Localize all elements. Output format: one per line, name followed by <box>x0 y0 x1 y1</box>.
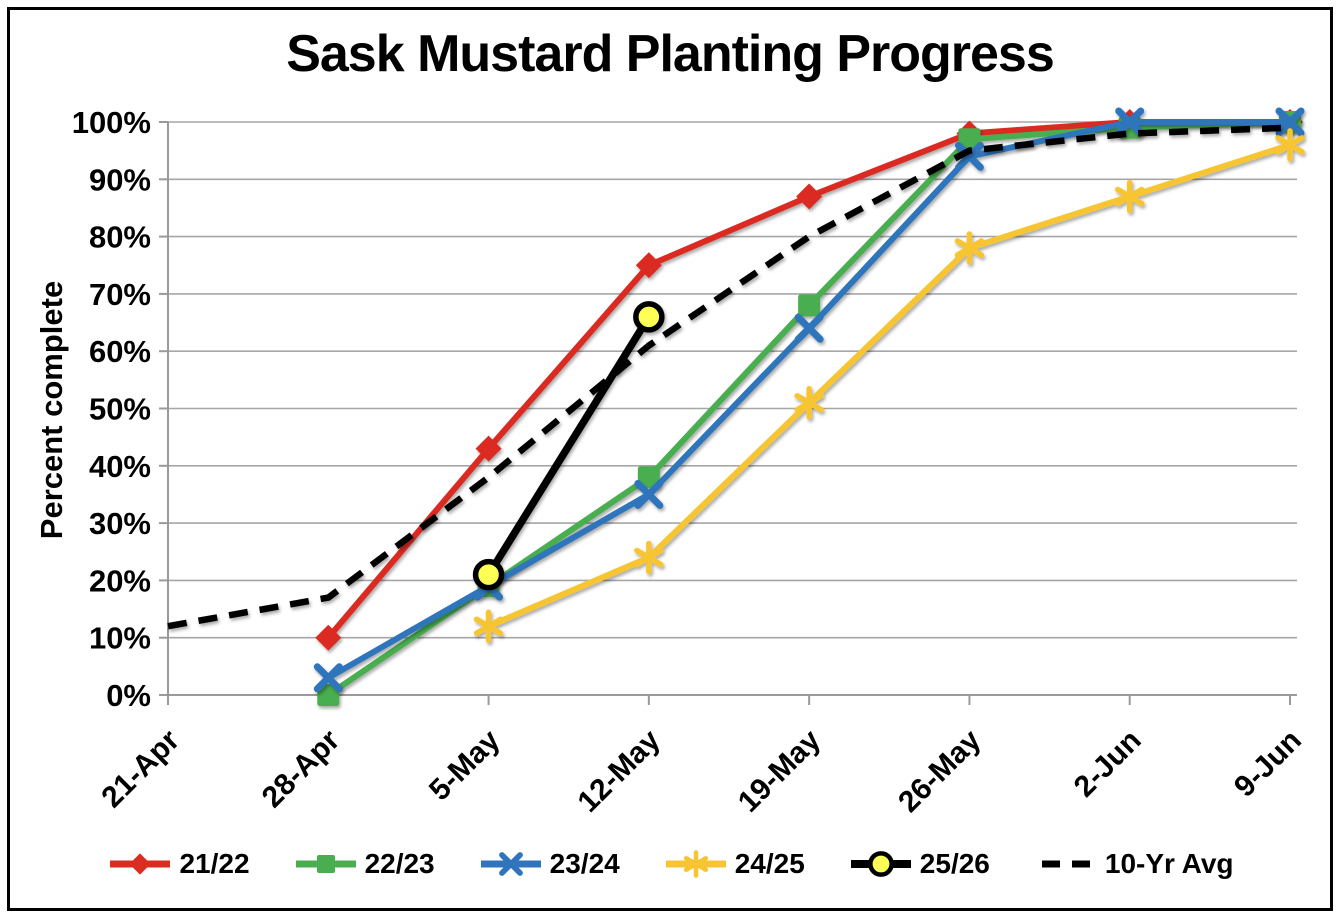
marker-square <box>317 684 340 706</box>
legend-marker-23-24 <box>480 852 541 876</box>
legend-label: 22/23 <box>364 848 435 879</box>
marker-x <box>1115 107 1145 137</box>
y-tick-label: 60% <box>89 334 151 369</box>
y-tick-label: 80% <box>89 220 151 255</box>
x-tick-label: 2-Jun <box>1068 724 1148 804</box>
y-tick-label: 70% <box>89 277 151 312</box>
marker-asterisk <box>1275 135 1305 155</box>
marker-x <box>634 479 664 509</box>
marker-x <box>1275 107 1305 137</box>
legend-swatch <box>665 850 726 878</box>
x-tick-label: 19-May <box>732 723 827 818</box>
legend-label: 24/25 <box>734 848 805 879</box>
chart-border <box>7 7 1333 911</box>
series-10-yr-avg <box>167 124 1291 630</box>
legend: 21/22 22/23 23/24 24/25 25/26 10-Yr Avg <box>0 838 1340 890</box>
axes <box>159 121 1297 705</box>
legend-label: 23/24 <box>549 848 620 879</box>
marker-asterisk <box>473 616 504 636</box>
legend-marker-25-26 <box>850 851 911 877</box>
legend-marker-shape <box>867 851 894 877</box>
y-tick-label: 100% <box>72 105 151 140</box>
y-tick-label: 90% <box>89 162 151 197</box>
series-line-24-25 <box>487 142 1291 629</box>
legend-swatch <box>110 853 171 875</box>
marker-x <box>498 852 523 876</box>
marker-square <box>637 466 660 489</box>
marker-diamond <box>796 183 823 210</box>
marker-asterisk <box>794 393 824 413</box>
marker-asterisk <box>634 547 664 568</box>
marker-diamond <box>129 853 152 875</box>
x-tick-label: 9-Jun <box>1228 724 1308 804</box>
series-line-10-yr-avg <box>167 124 1291 630</box>
legend-label: 25/26 <box>919 848 990 879</box>
legend-item-25-26: 25/26 <box>847 848 990 880</box>
legend-item-10-yr-avg: 10-Yr Avg <box>1032 848 1234 880</box>
x-tick-label: 21-Apr <box>95 723 186 814</box>
x-tick-label: 5-May <box>423 723 507 807</box>
marker-asterisk <box>1114 186 1145 207</box>
y-tick-label: 40% <box>89 449 151 484</box>
marker-circle <box>867 851 894 877</box>
series <box>167 107 1305 706</box>
legend-marker-shape <box>316 854 335 874</box>
marker-square <box>798 294 821 317</box>
legend-label: 21/22 <box>179 848 250 879</box>
legend-marker-shape <box>498 852 523 876</box>
legend-swatch <box>295 854 356 874</box>
marker-x <box>954 141 984 171</box>
legend-marker-22-23 <box>295 854 356 874</box>
marker-circle <box>472 558 505 591</box>
chart-title: Sask Mustard Planting Progress <box>286 25 1055 83</box>
series-line-25-26 <box>485 314 653 577</box>
y-tick-label: 30% <box>89 506 151 541</box>
axis-labels: 0% 10% 20% 30% 40% 50% 60% 70% 80% 90% 100% 21-Apr 2… <box>72 105 1308 819</box>
legend-item-24-25: 24/25 <box>662 848 805 880</box>
legend-marker-shape <box>129 853 152 875</box>
x-tick-label: 26-May <box>892 723 987 818</box>
y-tick-label: 20% <box>89 563 151 598</box>
y-tick-label: 50% <box>89 392 151 427</box>
legend-marker-10-yr-avg <box>1041 860 1090 868</box>
marker-x <box>313 663 343 693</box>
marker-diamond <box>315 624 342 651</box>
marker-diamond <box>475 435 502 462</box>
x-tick-label: 12-May <box>572 723 667 818</box>
marker-circle <box>633 301 665 333</box>
legend-item-22-23: 22/23 <box>292 848 435 880</box>
legend-item-23-24: 23/24 <box>477 848 620 880</box>
y-tick-label: 10% <box>89 621 151 656</box>
series-24-25 <box>473 128 1305 643</box>
series-25-26 <box>472 301 665 591</box>
marker-asterisk <box>683 856 708 872</box>
legend-marker-21-22 <box>110 853 171 875</box>
legend-swatch <box>480 852 541 876</box>
legend-marker-shape <box>683 850 708 878</box>
x-tick-label: 28-Apr <box>256 723 347 814</box>
marker-square <box>958 128 981 151</box>
marker-diamond <box>635 252 662 279</box>
legend-label: 10-Yr Avg <box>1104 848 1234 879</box>
legend-swatch <box>850 851 911 877</box>
legend-item-21-22: 21/22 <box>106 848 250 880</box>
marker-square <box>316 854 335 874</box>
y-tick-label: 0% <box>106 678 151 713</box>
marker-asterisk <box>954 238 985 258</box>
legend-marker-24-25 <box>665 850 726 878</box>
marker-x <box>794 313 824 343</box>
